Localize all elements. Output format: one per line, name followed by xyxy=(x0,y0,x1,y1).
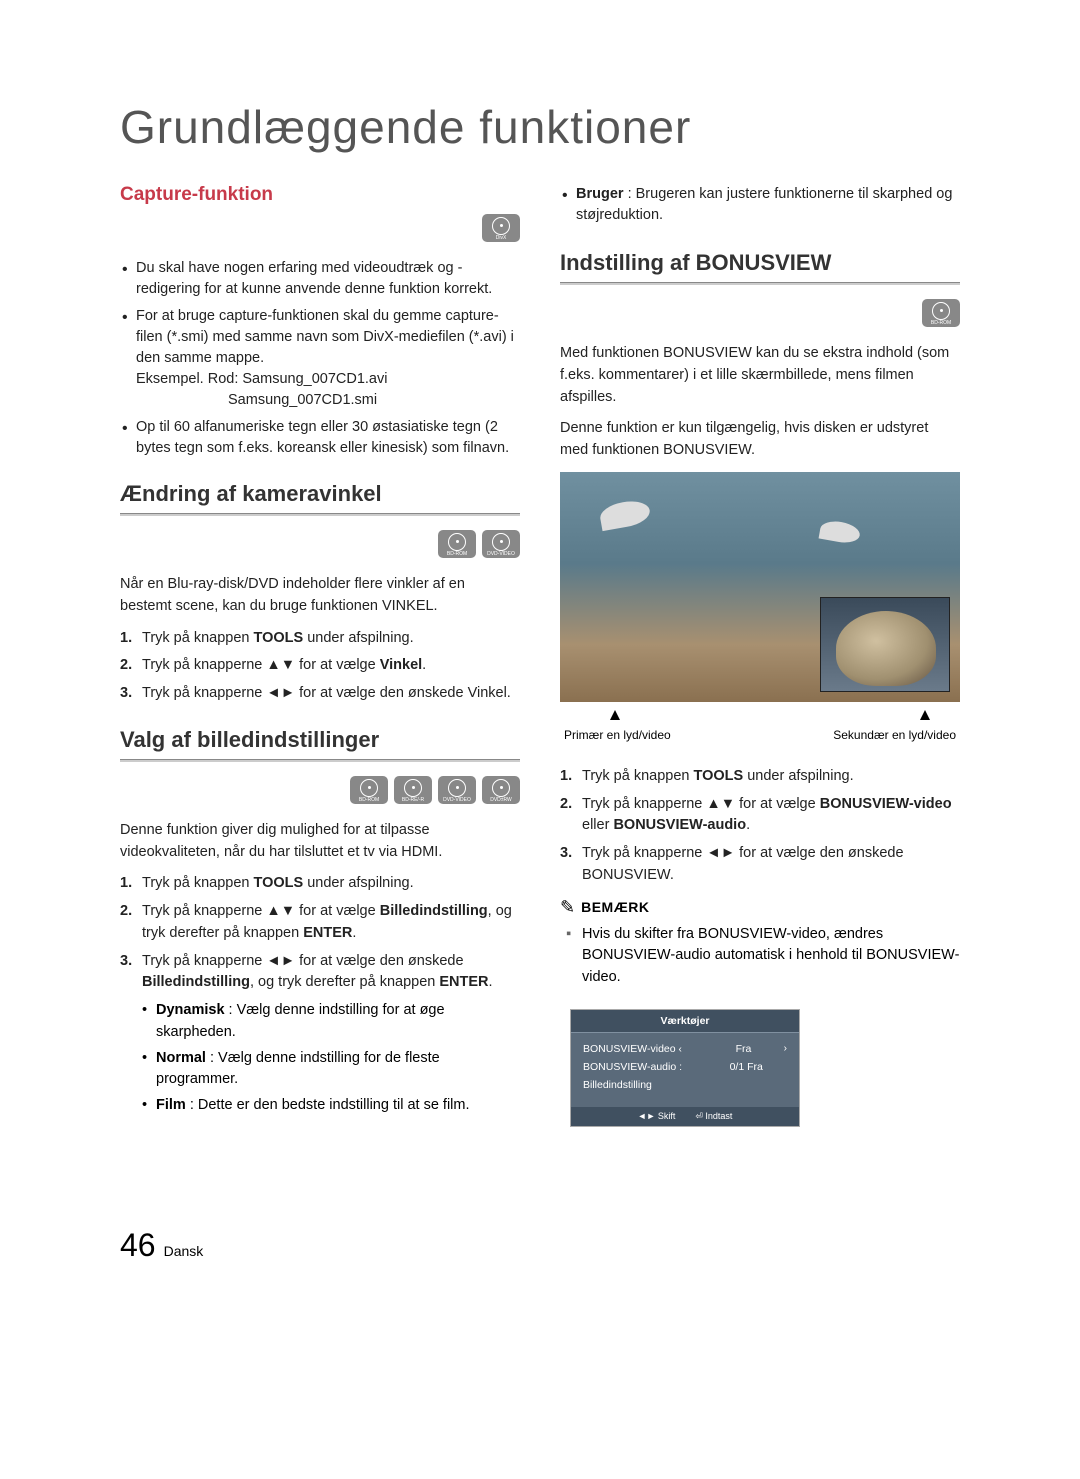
divider xyxy=(120,759,520,762)
arrow-up-icon xyxy=(920,710,930,720)
arrow-up-icon xyxy=(610,710,620,720)
bonus-steps: 1.Tryk på knappen TOOLS under afspilning… xyxy=(560,766,960,887)
capture-heading: Capture-funktion xyxy=(120,184,520,206)
caption-secondary: Sekundær en lyd/video xyxy=(833,728,956,742)
list-item: 3.Tryk på knapperne ◄► for at vælge den … xyxy=(120,951,520,995)
note-row: ✎ BEMÆRK xyxy=(560,897,960,918)
page-language: Dansk xyxy=(164,1243,204,1259)
page-number: 46 xyxy=(120,1227,156,1264)
tools-footer: ◄► Skift ⏎ Indtast xyxy=(571,1107,799,1126)
chevron-left-icon: ‹ xyxy=(679,1044,682,1055)
decorative-bird xyxy=(819,518,862,545)
tools-row: Billedindstilling xyxy=(583,1079,787,1091)
bullet-item: Bruger : Brugeren kan justere funktioner… xyxy=(560,184,960,226)
tools-row: BONUSVIEW-video ‹ Fra › xyxy=(583,1043,787,1055)
bd-rom-icon: BD-ROM xyxy=(438,530,476,558)
dvd-rw-icon: DVD±RW xyxy=(482,776,520,804)
caption-primary: Primær en lyd/video xyxy=(564,728,671,742)
angle-steps: 1.Tryk på knappen TOOLS under afspilning… xyxy=(120,628,520,705)
picture-sub-bullets: Dynamisk : Vælg denne indstilling for at… xyxy=(120,1000,520,1117)
list-item: 1.Tryk på knappen TOOLS under afspilning… xyxy=(120,873,520,895)
decorative-bird xyxy=(598,498,652,531)
picture-steps: 1.Tryk på knappen TOOLS under afspilning… xyxy=(120,873,520,994)
list-item: 2.Tryk på knapperne ▲▼ for at vælge BONU… xyxy=(560,794,960,838)
angle-heading: Ændring af kameravinkel xyxy=(120,481,520,507)
dvd-video-icon: DVD-VIDEO xyxy=(482,530,520,558)
tools-popup: Værktøjer BONUSVIEW-video ‹ Fra › BONUSV… xyxy=(570,1009,800,1127)
bullet-item: For at bruge capture-funktionen skal du … xyxy=(120,306,520,411)
footer-indtast: ⏎ Indtast xyxy=(695,1111,732,1122)
tools-title: Værktøjer xyxy=(571,1010,799,1033)
list-item: 2.Tryk på knapperne ▲▼ for at vælge Bill… xyxy=(120,901,520,945)
chevron-right-icon: › xyxy=(784,1043,787,1054)
example-line2: Samsung_007CD1.smi xyxy=(136,390,520,411)
footer-skift: ◄► Skift xyxy=(638,1111,676,1122)
arrow-row xyxy=(560,710,960,720)
note-label: BEMÆRK xyxy=(581,899,649,915)
bonus-heading: Indstilling af BONUSVIEW xyxy=(560,250,960,276)
bonus-intro2: Denne funktion er kun tilgængelig, hvis … xyxy=(560,418,960,462)
dvd-video-icon: DVD-VIDEO xyxy=(438,776,476,804)
picture-icon-row: BD-ROM BD-RE/-R DVD-VIDEO DVD±RW xyxy=(120,776,520,804)
page-title: Grundlæggende funktioner xyxy=(120,100,960,154)
bullet-item: Normal : Vælg denne indstilling for de f… xyxy=(142,1048,520,1092)
bonusview-image xyxy=(560,472,960,702)
list-item: 2.Tryk på knapperne ▲▼ for at vælge Vink… xyxy=(120,655,520,677)
list-item: 1.Tryk på knappen TOOLS under afspilning… xyxy=(560,766,960,788)
capture-icon-row: DivX xyxy=(120,214,520,242)
bullet-item: Film : Dette er den bedste indstilling t… xyxy=(142,1095,520,1117)
bd-re-icon: BD-RE/-R xyxy=(394,776,432,804)
note-icon: ✎ xyxy=(560,897,575,918)
bd-rom-icon: BD-ROM xyxy=(922,299,960,327)
bullet-item: Dynamisk : Vælg denne indstilling for at… xyxy=(142,1000,520,1044)
divider xyxy=(120,513,520,516)
right-column: Bruger : Brugeren kan justere funktioner… xyxy=(560,184,960,1127)
caption-row: Primær en lyd/video Sekundær en lyd/vide… xyxy=(560,728,960,742)
bullet-item: Op til 60 alfanumeriske tegn eller 30 øs… xyxy=(120,417,520,459)
bruger-bullet: Bruger : Brugeren kan justere funktioner… xyxy=(560,184,960,226)
left-column: Capture-funktion DivX Du skal have nogen… xyxy=(120,184,520,1127)
picture-heading: Valg af billedindstillinger xyxy=(120,727,520,753)
list-item: 3.Tryk på knapperne ◄► for at vælge den … xyxy=(120,683,520,705)
divider xyxy=(560,282,960,285)
note-text: Hvis du skifter fra BONUSVIEW-video, ænd… xyxy=(560,924,960,989)
capture-bullets: Du skal have nogen erfaring med videoudt… xyxy=(120,258,520,459)
angle-icon-row: BD-ROM DVD-VIDEO xyxy=(120,530,520,558)
example-line1: Eksempel. Rod: Samsung_007CD1.avi xyxy=(136,371,387,387)
bullet-item: Du skal have nogen erfaring med videoudt… xyxy=(120,258,520,300)
content-columns: Capture-funktion DivX Du skal have nogen… xyxy=(120,184,960,1127)
page-footer: 46 Dansk xyxy=(120,1227,960,1264)
tools-row: BONUSVIEW-audio : 0/1 Fra xyxy=(583,1061,787,1073)
list-item: 3.Tryk på knapperne ◄► for at vælge den … xyxy=(560,843,960,887)
decorative-cat xyxy=(836,611,936,686)
bonus-intro1: Med funktionen BONUSVIEW kan du se ekstr… xyxy=(560,343,960,408)
bd-rom-icon: BD-ROM xyxy=(350,776,388,804)
picture-intro: Denne funktion giver dig mulighed for at… xyxy=(120,820,520,864)
tools-body: BONUSVIEW-video ‹ Fra › BONUSVIEW-audio … xyxy=(571,1033,799,1107)
angle-intro: Når en Blu-ray-disk/DVD indeholder flere… xyxy=(120,574,520,618)
bonus-icon-row: BD-ROM xyxy=(560,299,960,327)
list-item: 1.Tryk på knappen TOOLS under afspilning… xyxy=(120,628,520,650)
pip-box xyxy=(820,597,950,692)
divx-icon: DivX xyxy=(482,214,520,242)
